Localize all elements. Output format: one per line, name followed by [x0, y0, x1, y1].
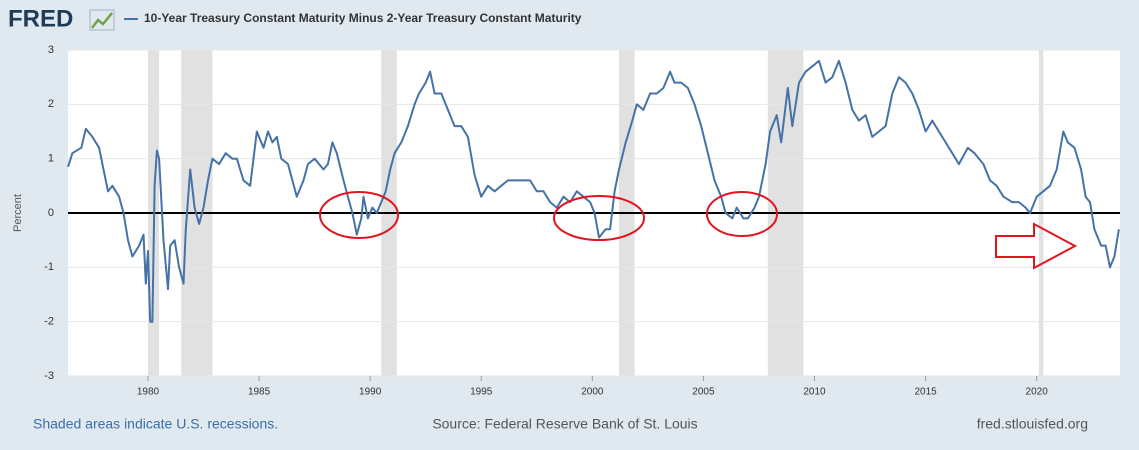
- x-tick-label: 1985: [248, 387, 271, 398]
- y-axis-label: Percent: [12, 194, 24, 232]
- footer-note: Shaded areas indicate U.S. recessions.: [33, 416, 278, 432]
- logo-icon-frame: [89, 9, 115, 31]
- data-line: [67, 59, 1120, 323]
- logo-icon: [91, 12, 113, 29]
- x-tick-label: 2000: [581, 387, 604, 398]
- x-tick-label: 1995: [470, 387, 493, 398]
- highlight-ellipse: [319, 191, 399, 239]
- footer-url: fred.stlouisfed.org: [977, 416, 1088, 432]
- x-tick-label: 2005: [692, 387, 715, 398]
- annotations: [319, 191, 1078, 270]
- highlight-ellipse: [706, 191, 778, 237]
- legend-label: 10-Year Treasury Constant Maturity Minus…: [144, 11, 582, 25]
- x-tick-label: 2015: [914, 387, 937, 398]
- x-tick-label: 1980: [137, 387, 160, 398]
- y-tick-label: 0: [48, 207, 54, 219]
- footer-source: Source: Federal Reserve Bank of St. Loui…: [432, 416, 697, 432]
- logo: FRED: [8, 5, 73, 32]
- y-tick-label: 1: [48, 153, 54, 165]
- y-tick-label: 3: [48, 44, 54, 56]
- y-tick-label: 2: [48, 98, 54, 110]
- x-tick-label: 2010: [803, 387, 826, 398]
- y-tick-label: -2: [44, 316, 54, 328]
- x-tick-label: 2020: [1026, 387, 1049, 398]
- arrow: [995, 222, 1078, 270]
- y-tick-label: -1: [44, 261, 54, 273]
- highlight-ellipse: [553, 195, 645, 241]
- y-tick-label: -3: [44, 370, 54, 382]
- x-tick-label: 1990: [359, 387, 382, 398]
